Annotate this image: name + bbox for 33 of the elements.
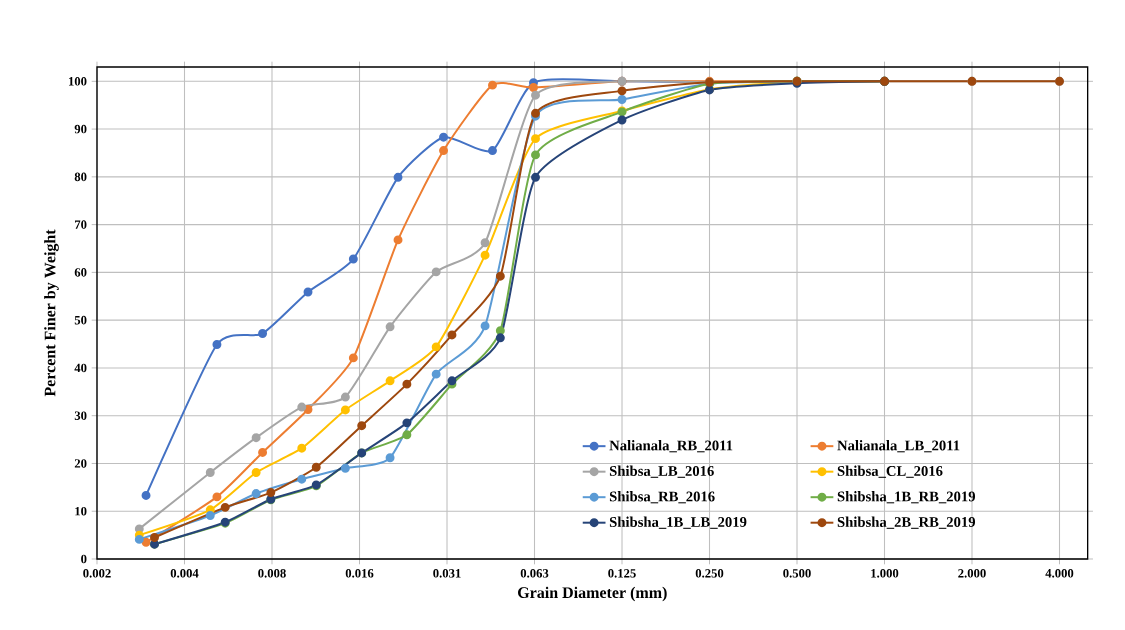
legend-label: Nalianala_LB_2011 — [837, 440, 960, 453]
x-tick-label: 0.250 — [695, 569, 724, 578]
y-tick-label: 50 — [74, 315, 87, 325]
x-tick-label: 0.004 — [170, 569, 199, 578]
y-tick-label: 40 — [74, 363, 87, 373]
x-tick-label: 0.063 — [520, 569, 549, 578]
y-axis-title: Percent Finer by Weight — [44, 229, 59, 397]
legend-label: Nalianala_RB_2011 — [609, 440, 733, 453]
x-axis-title: Grain Diameter (mm) — [518, 586, 667, 602]
x-tick-label: 1.000 — [871, 569, 899, 578]
y-tick-label: 0 — [81, 554, 87, 564]
y-tick-label: 70 — [75, 220, 87, 229]
y-tick-label: 100 — [68, 77, 87, 86]
legend-label: Shibsa_LB_2016 — [609, 465, 714, 478]
legend-label: Shibsha_1B_LB_2019 — [609, 516, 747, 529]
x-tick-label: 0.500 — [783, 569, 811, 578]
legend-label: Shibsha_1B_RB_2019 — [837, 491, 976, 504]
y-tick-label: 60 — [74, 268, 87, 277]
x-tick-label: 2.000 — [958, 569, 986, 578]
y-tick-label: 20 — [74, 459, 87, 468]
x-tick-label: 0.016 — [345, 569, 374, 578]
x-tick-label: 0.125 — [608, 569, 636, 578]
x-tick-label: 4.000 — [1045, 569, 1074, 578]
y-tick-label: 80 — [74, 172, 87, 182]
y-tick-label: 10 — [75, 506, 87, 516]
legend-label: Shibsa_RB_2016 — [609, 491, 715, 504]
x-tick-label: 0.031 — [433, 569, 461, 578]
legend-label: Shibsha_2B_RB_2019 — [837, 516, 976, 529]
x-tick-label: 0.002 — [83, 569, 111, 578]
legend-label: Shibsa_CL_2016 — [837, 465, 943, 478]
x-tick-label: 0.008 — [258, 569, 286, 578]
y-tick-label: 30 — [74, 411, 87, 420]
y-tick-label: 90 — [74, 124, 87, 134]
